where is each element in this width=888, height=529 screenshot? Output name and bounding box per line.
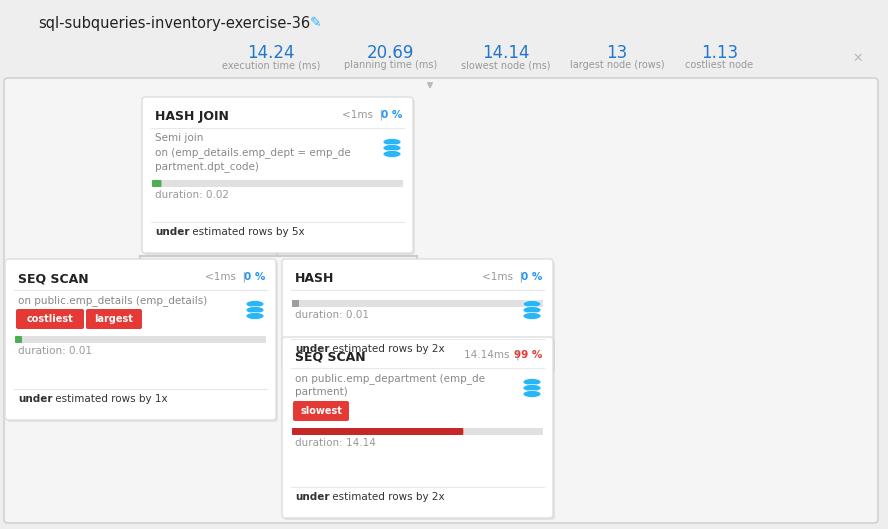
Text: 0 %: 0 % (243, 272, 265, 282)
Ellipse shape (523, 313, 541, 320)
Text: duration: 0.02: duration: 0.02 (155, 190, 229, 200)
FancyBboxPatch shape (152, 180, 403, 187)
Text: under: under (295, 344, 329, 354)
FancyBboxPatch shape (284, 339, 555, 520)
Text: ✎: ✎ (310, 16, 321, 30)
Text: slowest: slowest (300, 406, 342, 416)
Text: slowest node (ms): slowest node (ms) (462, 60, 551, 70)
Text: 1.13: 1.13 (701, 44, 738, 62)
FancyBboxPatch shape (16, 309, 84, 329)
FancyBboxPatch shape (293, 401, 349, 421)
Text: <1ms  |: <1ms | (343, 110, 390, 121)
FancyBboxPatch shape (292, 300, 543, 307)
Text: duration: 0.01: duration: 0.01 (295, 310, 369, 320)
Ellipse shape (246, 313, 264, 320)
Text: duration: 0.01: duration: 0.01 (18, 346, 92, 356)
Text: execution time (ms): execution time (ms) (222, 60, 320, 70)
Text: planning time (ms): planning time (ms) (344, 60, 438, 70)
Text: under: under (295, 492, 329, 502)
Text: 13: 13 (607, 44, 628, 62)
Text: estimated rows by 5x: estimated rows by 5x (189, 227, 305, 237)
FancyBboxPatch shape (292, 428, 543, 435)
Text: <1ms  |: <1ms | (482, 272, 530, 282)
Text: on public.emp_department (emp_de: on public.emp_department (emp_de (295, 373, 485, 384)
Text: 14.14ms  |: 14.14ms | (464, 350, 526, 360)
Text: HASH: HASH (295, 272, 335, 285)
Ellipse shape (246, 300, 264, 307)
Ellipse shape (383, 150, 401, 158)
Text: partment.dpt_code): partment.dpt_code) (155, 161, 259, 172)
FancyBboxPatch shape (7, 261, 278, 422)
Text: 99 %: 99 % (513, 350, 542, 360)
Text: SEQ SCAN: SEQ SCAN (18, 272, 89, 285)
Ellipse shape (383, 139, 401, 145)
Text: costliest node: costliest node (686, 60, 753, 70)
Ellipse shape (523, 306, 541, 314)
Text: largest: largest (94, 314, 133, 324)
FancyBboxPatch shape (292, 300, 299, 307)
Text: estimated rows by 2x: estimated rows by 2x (329, 344, 445, 354)
Ellipse shape (523, 390, 541, 397)
FancyBboxPatch shape (144, 99, 415, 255)
Text: Semi join: Semi join (155, 133, 203, 143)
FancyBboxPatch shape (284, 261, 555, 372)
Text: estimated rows by 1x: estimated rows by 1x (52, 394, 168, 404)
Text: <1ms  |: <1ms | (205, 272, 253, 282)
Ellipse shape (246, 306, 264, 314)
Text: on (emp_details.emp_dept = emp_de: on (emp_details.emp_dept = emp_de (155, 147, 351, 158)
Text: costliest: costliest (27, 314, 74, 324)
Text: under: under (155, 227, 189, 237)
Text: under: under (18, 394, 52, 404)
FancyBboxPatch shape (4, 78, 878, 523)
Text: SEQ SCAN: SEQ SCAN (295, 350, 366, 363)
Text: HASH JOIN: HASH JOIN (155, 110, 229, 123)
FancyBboxPatch shape (282, 259, 553, 370)
Ellipse shape (523, 385, 541, 391)
Ellipse shape (523, 379, 541, 386)
Text: ✕: ✕ (852, 51, 863, 65)
FancyBboxPatch shape (292, 428, 464, 435)
Text: 0 %: 0 % (520, 272, 542, 282)
FancyBboxPatch shape (5, 259, 276, 420)
Text: estimated rows by 2x: estimated rows by 2x (329, 492, 445, 502)
Text: 14.14: 14.14 (482, 44, 530, 62)
Text: 14.24: 14.24 (247, 44, 295, 62)
FancyBboxPatch shape (152, 180, 162, 187)
Text: largest node (rows): largest node (rows) (570, 60, 664, 70)
FancyBboxPatch shape (142, 97, 413, 253)
Text: partment): partment) (295, 387, 348, 397)
Text: 20.69: 20.69 (367, 44, 415, 62)
FancyBboxPatch shape (86, 309, 142, 329)
Text: on public.emp_details (emp_details): on public.emp_details (emp_details) (18, 295, 207, 306)
Ellipse shape (523, 300, 541, 307)
Ellipse shape (383, 144, 401, 151)
FancyBboxPatch shape (15, 336, 266, 343)
Text: duration: 14.14: duration: 14.14 (295, 438, 376, 448)
FancyBboxPatch shape (15, 336, 22, 343)
FancyBboxPatch shape (282, 337, 553, 518)
Text: sql-subqueries-inventory-exercise-36: sql-subqueries-inventory-exercise-36 (38, 16, 310, 31)
Text: 0 %: 0 % (381, 110, 402, 120)
